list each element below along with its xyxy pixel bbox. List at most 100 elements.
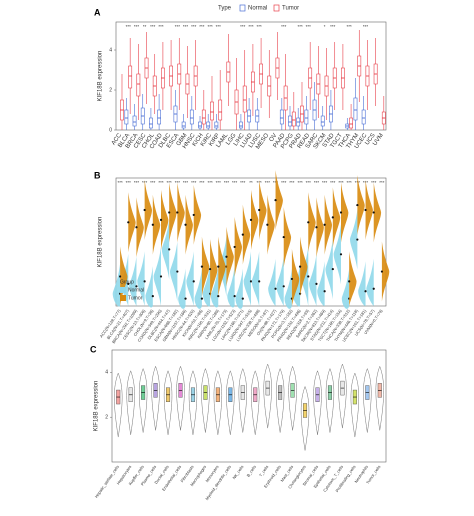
half-violin	[317, 261, 325, 307]
median-dot	[249, 218, 253, 221]
median-dot	[364, 290, 367, 293]
box	[132, 115, 137, 127]
half-violin	[202, 263, 211, 307]
half-violin	[373, 182, 382, 243]
median-dot	[298, 265, 302, 268]
significance-label: ***	[306, 24, 312, 29]
median-dot	[135, 226, 138, 229]
median-dot	[159, 218, 163, 221]
significance-label: **	[143, 24, 147, 29]
significance-label: ***	[289, 180, 295, 185]
box	[288, 115, 292, 127]
significance-label: **	[249, 180, 253, 185]
plot-frame	[111, 349, 387, 463]
half-violin	[145, 266, 153, 308]
half-violin	[276, 256, 284, 306]
box	[361, 109, 366, 125]
significance-label: ***	[199, 180, 205, 185]
half-violin	[128, 192, 136, 253]
half-violin	[186, 251, 194, 306]
half-violin	[275, 170, 283, 231]
half-violin	[227, 266, 235, 308]
median-dot	[282, 285, 285, 288]
significance-label: ***	[199, 24, 205, 29]
median-dot	[159, 275, 163, 278]
significance-label: ***	[134, 24, 140, 29]
half-violin	[259, 180, 267, 240]
significance-label: ***	[126, 180, 132, 185]
significance-label: ***	[134, 180, 140, 185]
significance-label: ***	[167, 180, 173, 185]
half-violin	[194, 268, 202, 309]
violin	[176, 365, 185, 431]
violin	[276, 367, 285, 433]
median-dot	[192, 280, 195, 283]
median-dot	[143, 208, 146, 212]
median-dot	[372, 211, 375, 214]
box	[242, 85, 247, 113]
significance-label: ***	[150, 24, 156, 29]
y-tick-label: 2	[109, 87, 112, 93]
median-dot	[323, 223, 326, 226]
significance-label: ***	[314, 180, 320, 185]
significance-label: ***	[371, 180, 377, 185]
median-dot	[356, 203, 359, 207]
half-violin	[333, 224, 341, 285]
median-dot	[380, 270, 384, 273]
median-dot	[356, 238, 359, 241]
half-violin	[243, 251, 251, 306]
violin	[350, 372, 359, 438]
legend-swatch	[239, 4, 246, 12]
legend-title: Type	[218, 6, 232, 12]
significance-label: ***	[191, 24, 197, 29]
significance-label: ***	[175, 180, 181, 185]
half-violin	[193, 184, 202, 245]
y-axis-label: KIF18B expression	[98, 51, 104, 102]
significance-label: ***	[224, 180, 230, 185]
violin	[213, 370, 222, 435]
half-violin	[144, 180, 152, 240]
violin	[300, 385, 310, 451]
median-dot	[282, 235, 285, 239]
violin	[163, 370, 173, 435]
panel-label: B	[94, 170, 101, 180]
box	[239, 121, 243, 129]
half-violin	[218, 236, 226, 297]
violin	[325, 367, 335, 433]
significance-label: ***	[175, 24, 181, 29]
median-dot	[241, 297, 244, 300]
box	[210, 101, 214, 121]
median-dot	[274, 287, 277, 290]
half-violin	[349, 251, 357, 306]
median-dot	[233, 245, 236, 249]
half-violin	[153, 246, 161, 306]
half-violin	[185, 194, 193, 255]
legend-label: Normal	[248, 6, 267, 12]
significance-label: ***	[248, 24, 254, 29]
violin	[338, 363, 347, 429]
box	[189, 109, 194, 125]
box	[353, 97, 358, 121]
median-dot	[127, 221, 130, 224]
y-tick-label: 4	[109, 47, 112, 53]
legend-swatch	[120, 295, 126, 301]
significance-label: ***	[265, 180, 271, 185]
violin	[288, 365, 297, 431]
half-violin	[267, 194, 275, 255]
median-dot	[266, 223, 269, 226]
violin	[151, 365, 160, 431]
median-dot	[258, 208, 261, 212]
significance-label: ***	[306, 180, 312, 185]
median-dot	[348, 280, 351, 283]
significance-label: ***	[117, 180, 123, 185]
half-violin	[366, 258, 374, 306]
significance-label: ***	[232, 180, 238, 185]
median-dot	[217, 295, 220, 298]
half-violin	[332, 187, 341, 248]
box	[128, 65, 133, 89]
half-violin	[137, 251, 145, 306]
half-violin	[129, 256, 137, 306]
x-tick-label: OV	[269, 133, 279, 144]
median-dot	[364, 208, 367, 212]
y-axis-label: KIF18B expression	[94, 381, 100, 432]
